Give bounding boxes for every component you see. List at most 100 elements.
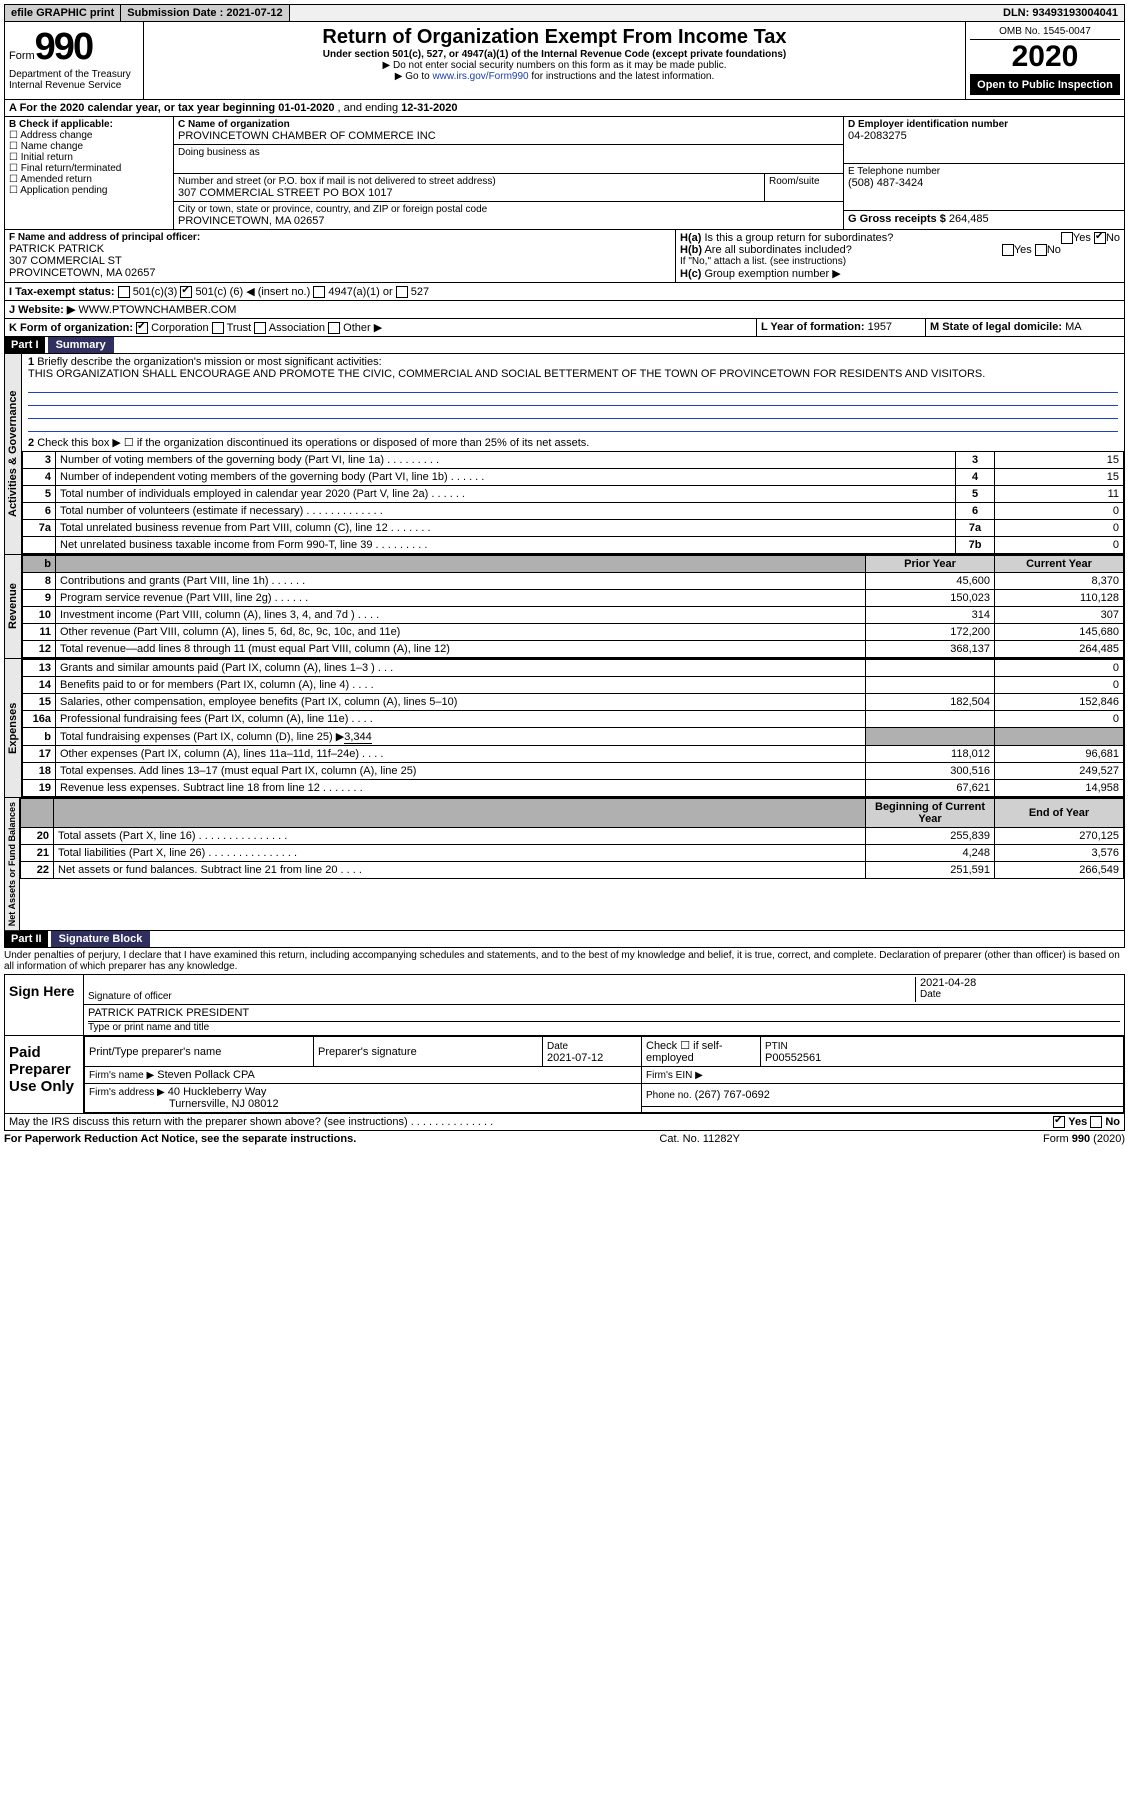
submission-date-value: 2021-07-12 <box>226 7 282 19</box>
paid-preparer-label: Paid Preparer Use Only <box>5 1036 84 1113</box>
table-row: 8Contributions and grants (Part VIII, li… <box>23 573 1124 590</box>
section-h: H(a) Is this a group return for subordin… <box>676 230 1124 282</box>
f-h-block: F Name and address of principal officer:… <box>4 230 1125 283</box>
vert-governance: Activities & Governance <box>5 354 22 554</box>
row-py: 150,023 <box>866 590 995 607</box>
cb-trust[interactable] <box>212 322 224 334</box>
form990-link[interactable]: www.irs.gov/Form990 <box>432 71 528 82</box>
firm-addr2: Turnersville, NJ 08012 <box>169 1098 279 1110</box>
table-row: 5Total number of individuals employed in… <box>23 486 1124 503</box>
table-row: 22Net assets or fund balances. Subtract … <box>21 862 1124 879</box>
ptin-value: P00552561 <box>765 1052 821 1064</box>
q2-num: 2 <box>28 437 34 449</box>
row-num: 12 <box>23 641 56 658</box>
cb-corp[interactable] <box>136 322 148 334</box>
cb-initial-text: Initial return <box>21 152 73 163</box>
row-val: 0 <box>995 520 1124 537</box>
cb-initial-return[interactable]: ☐ Initial return <box>9 152 169 163</box>
subtitle-1: Under section 501(c), 527, or 4947(a)(1)… <box>148 49 961 60</box>
ha-no: No <box>1106 232 1120 244</box>
submission-date-label: Submission Date : <box>127 7 223 19</box>
row-desc: Number of independent voting members of … <box>56 469 956 486</box>
ha-text: Is this a group return for subordinates? <box>704 232 893 244</box>
prep-sig-label: Preparer's signature <box>314 1037 543 1067</box>
row-num: 13 <box>23 660 56 677</box>
discuss-yes-checkbox[interactable] <box>1053 1116 1065 1128</box>
cb-amended-text: Amended return <box>20 174 92 185</box>
table-row: 16aProfessional fundraising fees (Part I… <box>23 711 1124 728</box>
dln-cell: DLN: 93493193004041 <box>997 5 1124 21</box>
cb-501c3[interactable] <box>118 286 130 298</box>
row-num <box>21 799 54 828</box>
row-box: 7b <box>956 537 995 554</box>
hb-yes-checkbox[interactable] <box>1002 244 1014 256</box>
row-cy: 3,576 <box>995 845 1124 862</box>
row-box: 6 <box>956 503 995 520</box>
row-py: 4,248 <box>866 845 995 862</box>
k-trust: Trust <box>227 322 252 334</box>
row-num: 9 <box>23 590 56 607</box>
prep-date-cell: Date2021-07-12 <box>543 1037 642 1067</box>
hb-text: Are all subordinates included? <box>704 244 851 256</box>
cb-final-return[interactable]: ☐ Final return/terminated <box>9 163 169 174</box>
form-header: Form990 Department of the Treasury Inter… <box>4 22 1125 100</box>
firm-addr-cell: Firm's address ▶ 40 Huckleberry Way Turn… <box>85 1084 642 1113</box>
org-city: PROVINCETOWN, MA 02657 <box>178 215 839 227</box>
hb-no-checkbox[interactable] <box>1035 244 1047 256</box>
row-num: 3 <box>23 452 56 469</box>
row-py: 314 <box>866 607 995 624</box>
sign-date: 2021-04-28 <box>920 977 1120 989</box>
part2-header-row: Part II Signature Block <box>4 931 1125 948</box>
c-name-label: C Name of organization <box>178 119 839 130</box>
goto-suffix: for instructions and the latest informat… <box>531 71 714 82</box>
officer-addr1: 307 COMMERCIAL ST <box>9 255 671 267</box>
table-row: 18Total expenses. Add lines 13–17 (must … <box>23 763 1124 780</box>
officer-signature-field[interactable] <box>88 977 915 991</box>
desc-line <box>28 419 1118 432</box>
discuss-no-checkbox[interactable] <box>1090 1116 1102 1128</box>
efile-print-button[interactable]: efile GRAPHIC print <box>5 5 121 21</box>
row-py: 368,137 <box>866 641 995 658</box>
cb-527[interactable] <box>396 286 408 298</box>
row-cy: 152,846 <box>995 694 1124 711</box>
row-cy: 14,958 <box>995 780 1124 797</box>
g-label: G Gross receipts $ <box>848 213 946 225</box>
line-j: J Website: ▶ WWW.PTOWNCHAMBER.COM <box>4 301 1125 319</box>
row-desc: Contributions and grants (Part VIII, lin… <box>56 573 866 590</box>
state-domicile: MA <box>1065 321 1082 333</box>
row-py: 67,621 <box>866 780 995 797</box>
ha-yes-checkbox[interactable] <box>1061 232 1073 244</box>
dln-label: DLN: <box>1003 7 1029 19</box>
line-a-mid: , and ending <box>338 102 399 114</box>
hb-note: If "No," attach a list. (see instruction… <box>680 256 1120 267</box>
cb-name-change[interactable]: ☐ Name change <box>9 141 169 152</box>
cb-other[interactable] <box>328 322 340 334</box>
header-right: OMB No. 1545-0047 2020 Open to Public In… <box>966 22 1124 99</box>
row-num: 6 <box>23 503 56 520</box>
cb-501c[interactable] <box>180 286 192 298</box>
row-py <box>866 677 995 694</box>
form-word: Form <box>9 50 35 62</box>
cb-amended-return[interactable]: ☐ Amended return <box>9 174 169 185</box>
gross-receipts: 264,485 <box>949 213 989 225</box>
line-a-end: 12-31-2020 <box>401 102 457 114</box>
ha-no-checkbox[interactable] <box>1094 232 1106 244</box>
table-row: 14Benefits paid to or for members (Part … <box>23 677 1124 694</box>
cb-address-change[interactable]: ☐ Address change <box>9 130 169 141</box>
table-row: 3Number of voting members of the governi… <box>23 452 1124 469</box>
firm-addr1: 40 Huckleberry Way <box>168 1086 267 1098</box>
officer-addr2: PROVINCETOWN, MA 02657 <box>9 267 671 279</box>
cb-assoc[interactable] <box>254 322 266 334</box>
cb-application-pending[interactable]: ☐ Application pending <box>9 185 169 196</box>
ptin-cell: PTINP00552561 <box>761 1037 1124 1067</box>
row-num: 18 <box>23 763 56 780</box>
submission-date-button[interactable]: Submission Date : 2021-07-12 <box>121 5 289 21</box>
row-num: 8 <box>23 573 56 590</box>
row-num: 5 <box>23 486 56 503</box>
form-footer: Form 990 (2020) <box>1043 1133 1125 1145</box>
part1-body: Activities & Governance 1 Briefly descri… <box>4 354 1125 555</box>
cb-pending-text: Application pending <box>20 185 107 196</box>
irs-label: Internal Revenue Service <box>9 80 139 91</box>
cb-4947[interactable] <box>313 286 325 298</box>
prep-check-label[interactable]: Check ☐ if self-employed <box>642 1037 761 1067</box>
